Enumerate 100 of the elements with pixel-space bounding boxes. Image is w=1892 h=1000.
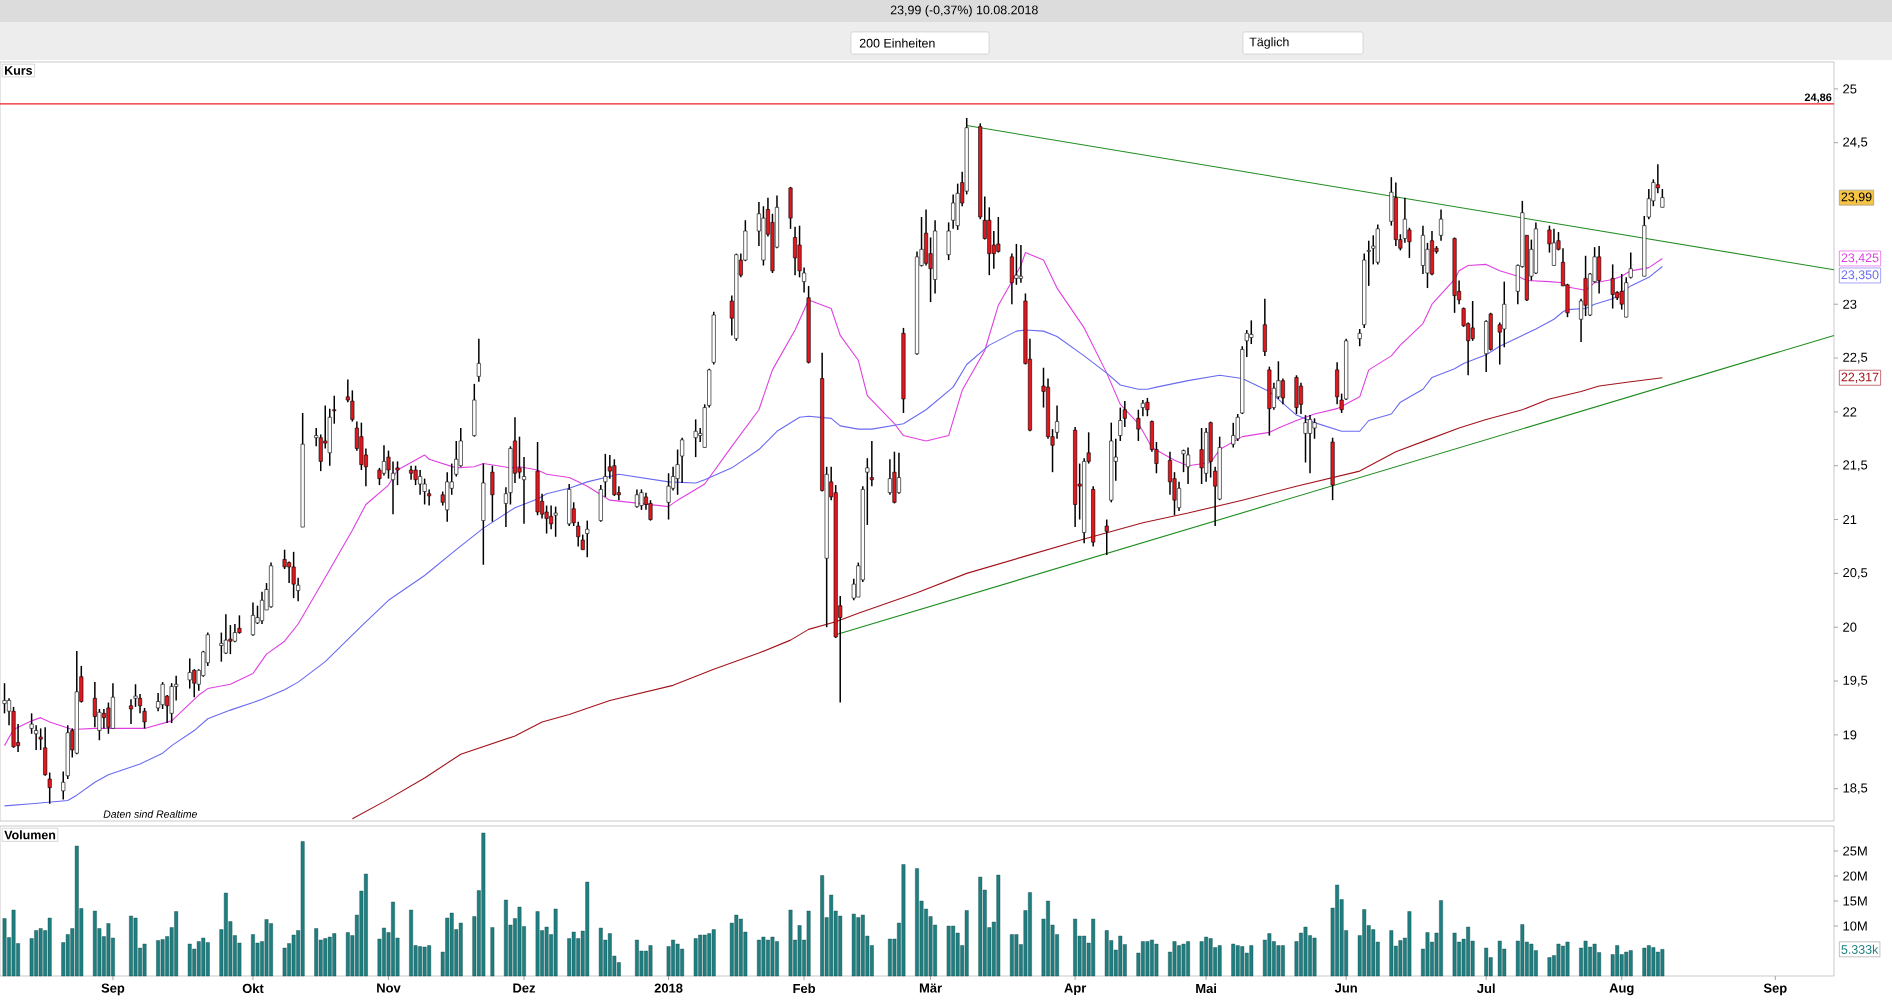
candlestick	[793, 225, 798, 276]
y-tick-label: 24,5	[1843, 137, 1868, 149]
bar	[1565, 941, 1570, 977]
bar	[264, 919, 269, 977]
candlestick	[291, 551, 296, 599]
bar	[693, 938, 698, 977]
chart-title: Volumen	[4, 830, 56, 840]
bar	[535, 911, 540, 977]
ref-line-label: 24,86	[1804, 93, 1832, 103]
bar	[946, 925, 951, 977]
bar	[1583, 940, 1588, 977]
bar	[314, 928, 319, 977]
bar	[1628, 950, 1633, 977]
candlestick	[1312, 417, 1317, 440]
bar	[2, 918, 7, 977]
candlestick	[390, 460, 396, 515]
candlestick	[476, 337, 481, 383]
bar	[1217, 945, 1222, 977]
x-tick-label: Sep	[101, 983, 125, 996]
candlestick	[282, 548, 287, 570]
bar	[142, 943, 147, 977]
bar	[553, 908, 558, 977]
text: Täglich	[1249, 37, 1289, 49]
annotation: Daten sind Realtime	[103, 810, 197, 818]
candlestick	[219, 631, 224, 663]
text: 23,99 (-0,37%) 10.08.2018	[890, 5, 1038, 17]
bar	[1425, 932, 1430, 977]
bar	[1452, 932, 1457, 977]
x-tick-label: Mai	[1196, 983, 1216, 994]
bar	[675, 943, 680, 977]
text: 23,350	[1841, 270, 1879, 281]
bar	[1073, 918, 1078, 977]
bar	[1181, 943, 1186, 977]
bar	[648, 945, 653, 977]
y-tick-label: 15M	[1843, 896, 1867, 906]
x-tick-label: Dez	[513, 983, 536, 993]
bar	[761, 936, 766, 977]
y-tick-label: 23	[1843, 299, 1857, 309]
candlestick	[1145, 397, 1150, 417]
text: 23,99	[1841, 192, 1872, 203]
candlestick	[951, 193, 956, 230]
x-tick-label: 2018	[654, 983, 683, 993]
bar	[517, 906, 522, 977]
y-tick-label: 10M	[1843, 921, 1867, 931]
candlestick	[259, 590, 265, 625]
bar	[1231, 943, 1236, 977]
bar	[1398, 940, 1403, 977]
y-tick-label: 21,5	[1843, 460, 1868, 472]
bar	[1547, 957, 1552, 977]
bar	[160, 939, 165, 977]
bar	[851, 913, 856, 977]
bar	[1592, 943, 1597, 977]
candlestick	[1610, 263, 1615, 310]
bar	[187, 943, 192, 977]
y-tick-label: 20	[1843, 622, 1857, 632]
candlestick	[490, 464, 495, 523]
candlestick	[553, 505, 558, 538]
candlestick	[1018, 244, 1023, 284]
bar	[964, 910, 969, 977]
bar	[598, 927, 603, 977]
bar	[1172, 941, 1177, 977]
y-tick-label: 22	[1843, 407, 1857, 417]
bar	[978, 876, 983, 977]
text: 23,425	[1841, 253, 1879, 264]
y-tick-label: 20M	[1843, 871, 1867, 881]
y-tick-label: 21	[1843, 515, 1857, 525]
candlestick	[106, 701, 111, 735]
candlestick	[160, 681, 165, 710]
text: 200 Einheiten	[859, 38, 935, 48]
bar	[544, 926, 549, 977]
candlestick	[1470, 300, 1475, 342]
candlestick	[1439, 208, 1444, 242]
line-series	[351, 377, 1663, 820]
bar	[490, 927, 495, 977]
bar	[1267, 933, 1272, 977]
bar	[106, 923, 111, 977]
bar	[702, 934, 707, 977]
bar	[1660, 949, 1665, 977]
bar	[47, 917, 52, 977]
x-tick-label: Feb	[793, 983, 816, 994]
x-tick-label: Sep	[1763, 983, 1787, 996]
bar	[1014, 934, 1019, 977]
bar	[788, 909, 793, 977]
bar	[770, 936, 775, 977]
bar	[1154, 943, 1159, 977]
bar	[820, 875, 825, 977]
text: 5.333k	[1841, 944, 1879, 954]
bar	[1556, 943, 1561, 977]
bar	[291, 934, 296, 977]
x-tick-label: Mär	[919, 983, 942, 993]
bar	[1389, 930, 1394, 977]
text: 22,317	[1841, 372, 1879, 383]
candlestick	[603, 453, 608, 498]
bar	[422, 946, 427, 977]
candlestick	[1280, 377, 1285, 406]
bar	[300, 841, 305, 977]
candlestick	[693, 418, 698, 458]
candlestick	[1014, 243, 1019, 286]
candlestick	[585, 519, 590, 558]
candlestick	[187, 657, 192, 690]
